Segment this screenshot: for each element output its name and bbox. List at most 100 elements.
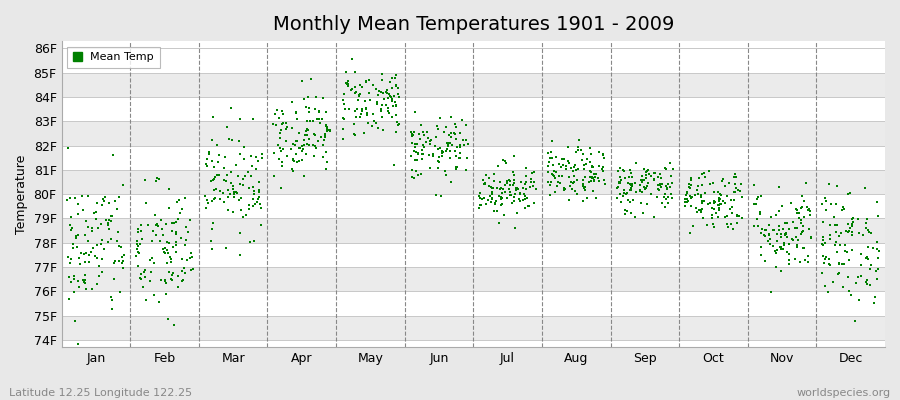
- Point: [410, 150, 425, 157]
- Point: [596, 152, 610, 158]
- Point: [440, 140, 454, 146]
- Point: [204, 136, 219, 143]
- Point: [171, 283, 185, 290]
- Point: [319, 149, 333, 156]
- Point: [453, 150, 467, 156]
- Point: [108, 198, 122, 204]
- Point: [490, 185, 504, 191]
- Point: [584, 169, 598, 176]
- Point: [270, 106, 284, 113]
- Point: [413, 122, 428, 128]
- Point: [112, 243, 127, 249]
- Point: [804, 234, 818, 241]
- Point: [566, 164, 580, 170]
- Point: [636, 165, 651, 172]
- Point: [581, 179, 596, 185]
- Point: [628, 179, 643, 186]
- Point: [362, 77, 376, 83]
- Point: [77, 259, 92, 265]
- Point: [819, 198, 833, 204]
- Point: [634, 200, 648, 206]
- Point: [725, 226, 740, 232]
- Point: [860, 278, 874, 285]
- Point: [406, 132, 420, 138]
- Point: [130, 248, 145, 255]
- Point: [247, 196, 261, 202]
- Point: [832, 233, 846, 239]
- Point: [564, 186, 579, 193]
- Point: [412, 131, 427, 137]
- Point: [484, 199, 499, 205]
- Point: [204, 198, 219, 204]
- Point: [544, 148, 558, 155]
- Point: [623, 187, 637, 193]
- Point: [557, 155, 572, 162]
- Point: [81, 252, 95, 258]
- Point: [629, 160, 643, 166]
- Point: [773, 244, 788, 250]
- Point: [558, 186, 572, 192]
- Point: [133, 228, 148, 234]
- Point: [376, 127, 391, 134]
- Point: [104, 297, 119, 303]
- Point: [248, 166, 263, 172]
- Point: [274, 108, 289, 114]
- Point: [204, 238, 219, 244]
- Point: [818, 195, 832, 201]
- Point: [433, 114, 447, 121]
- Point: [255, 150, 269, 157]
- Point: [782, 261, 796, 268]
- Point: [836, 284, 850, 291]
- Point: [446, 142, 460, 148]
- Point: [252, 194, 266, 200]
- Point: [132, 275, 147, 282]
- Point: [508, 185, 523, 192]
- Point: [754, 192, 769, 199]
- Point: [790, 225, 805, 232]
- Point: [408, 141, 422, 148]
- Point: [436, 153, 450, 159]
- Point: [854, 262, 868, 268]
- Point: [313, 120, 328, 126]
- Point: [514, 179, 528, 185]
- Point: [612, 164, 626, 171]
- Point: [824, 262, 838, 268]
- Point: [616, 189, 631, 196]
- Point: [494, 195, 508, 202]
- Point: [274, 159, 289, 166]
- Point: [430, 146, 445, 152]
- Point: [236, 182, 250, 188]
- Point: [640, 183, 654, 190]
- Point: [205, 226, 220, 232]
- Point: [617, 211, 632, 217]
- Point: [541, 163, 555, 169]
- Point: [472, 205, 486, 211]
- Point: [95, 236, 110, 243]
- Point: [346, 121, 361, 128]
- Point: [363, 97, 377, 104]
- Point: [818, 256, 832, 262]
- Point: [309, 145, 323, 151]
- Point: [733, 213, 747, 220]
- Point: [414, 151, 428, 158]
- Point: [415, 156, 429, 162]
- Point: [634, 177, 648, 183]
- Point: [338, 69, 353, 76]
- Point: [443, 140, 457, 146]
- Point: [101, 220, 115, 226]
- Point: [408, 144, 422, 150]
- Point: [350, 106, 365, 112]
- Point: [851, 230, 866, 236]
- Point: [863, 266, 878, 272]
- Point: [414, 170, 428, 177]
- Point: [725, 210, 740, 216]
- Point: [778, 239, 792, 246]
- Point: [774, 244, 788, 250]
- Point: [364, 123, 379, 130]
- Point: [440, 141, 454, 147]
- Point: [448, 148, 463, 154]
- Point: [150, 175, 165, 181]
- Point: [495, 157, 509, 164]
- Point: [218, 154, 232, 160]
- Point: [722, 180, 736, 186]
